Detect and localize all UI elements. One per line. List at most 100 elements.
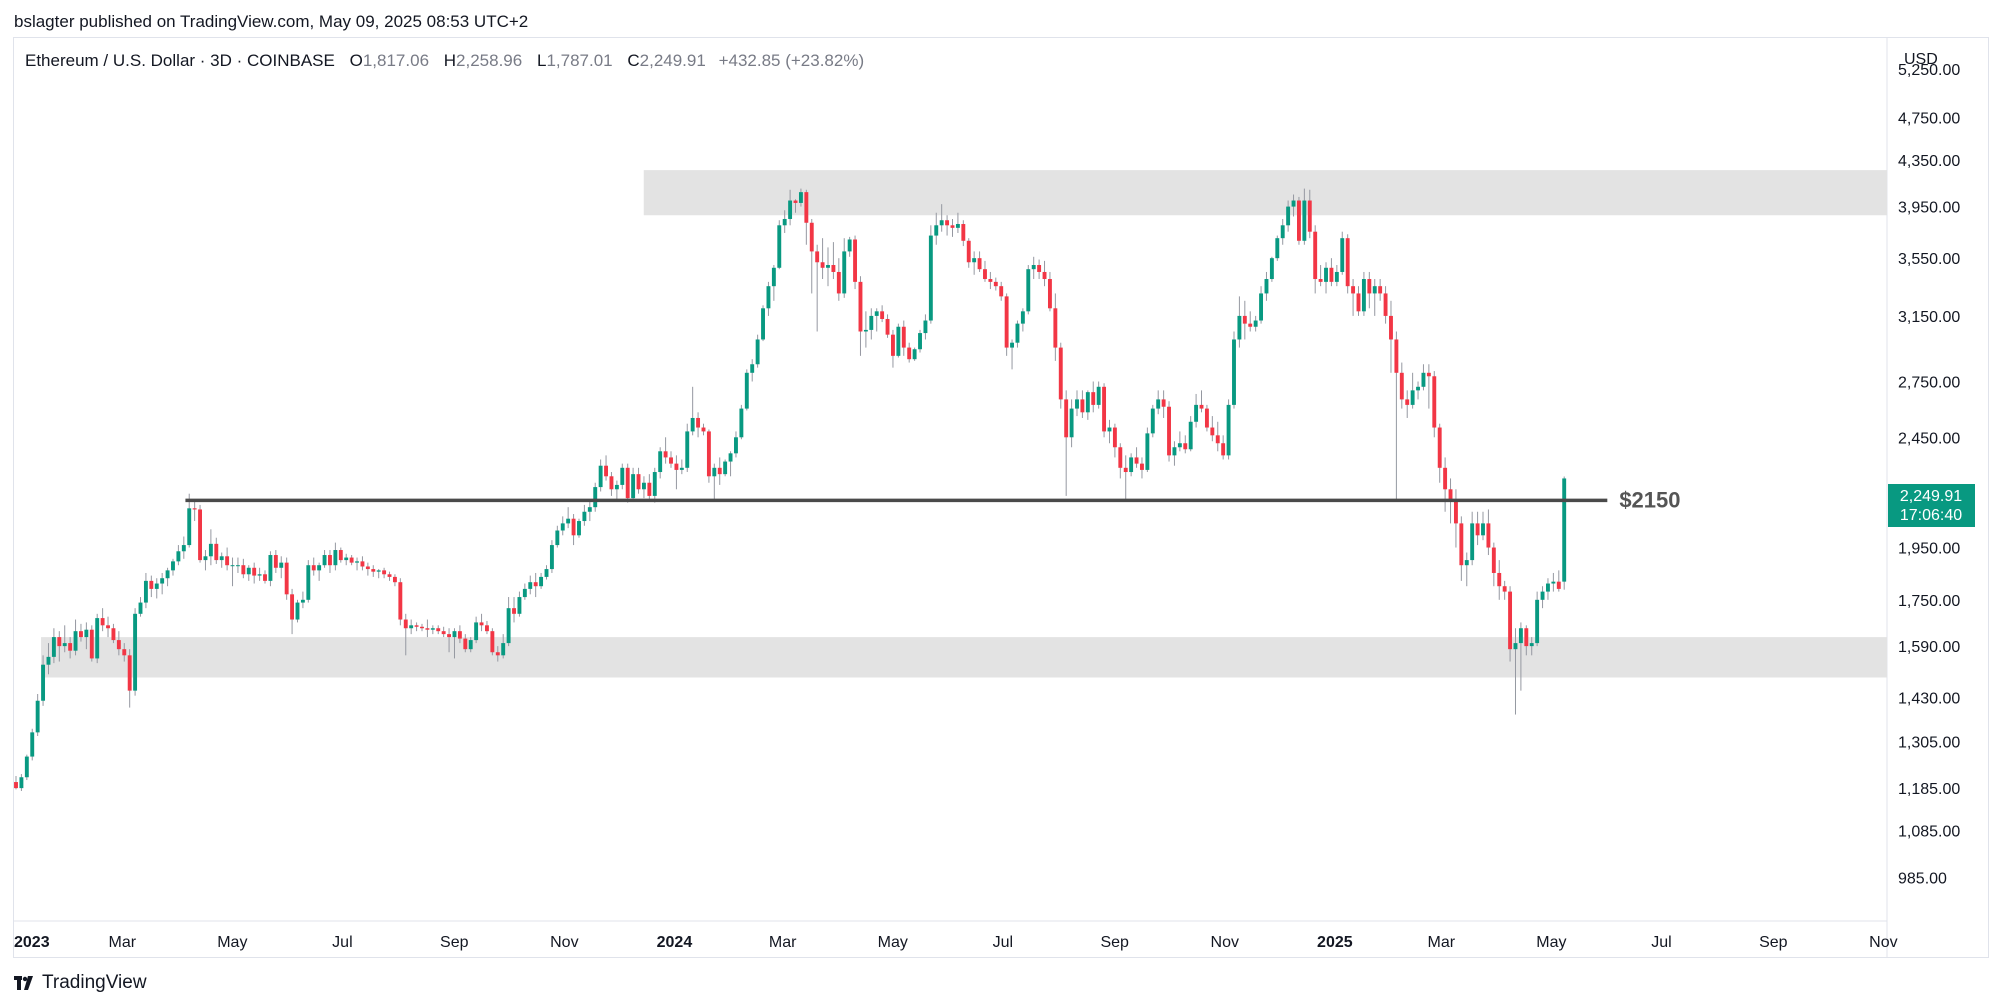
candle-body: [522, 588, 527, 598]
candle-body: [658, 451, 663, 473]
candle-body: [863, 329, 868, 332]
candle: [1237, 296, 1242, 348]
candle-body: [1259, 293, 1264, 321]
candle-body: [939, 220, 944, 226]
candle-body: [983, 269, 987, 280]
candle: [961, 220, 966, 247]
price-axis[interactable]: 985.00 1,085.00 1,185.00 1,305.00 1,430.00 1,…: [1898, 62, 1960, 887]
candle-body: [544, 569, 549, 577]
candle-body: [1372, 286, 1377, 294]
candle-body: [744, 372, 749, 409]
candle: [1453, 489, 1458, 548]
candle: [89, 625, 94, 662]
candle: [1161, 390, 1166, 418]
candle-body: [701, 427, 706, 432]
candle: [360, 556, 365, 571]
candle-body: [1286, 206, 1291, 226]
candle: [1508, 586, 1513, 662]
candle: [235, 557, 240, 573]
candle-body: [798, 192, 803, 203]
candle: [1210, 416, 1215, 442]
candle: [761, 305, 765, 342]
candle-body: [1340, 238, 1345, 272]
candle: [1102, 383, 1107, 438]
candle: [533, 572, 538, 598]
candle-body: [831, 265, 836, 272]
candle-body: [403, 619, 408, 629]
candle-body: [1145, 433, 1150, 470]
candle: [1302, 188, 1307, 245]
candle-body: [1253, 320, 1258, 327]
candle: [485, 620, 489, 635]
candle-body: [1470, 523, 1475, 561]
candle-body: [149, 580, 154, 589]
candle-body: [1334, 271, 1339, 282]
candle: [1410, 372, 1415, 409]
candle: [1356, 286, 1361, 316]
x-tick-label: 2025: [1317, 934, 1353, 951]
candle: [1546, 578, 1550, 600]
candle-body: [398, 582, 403, 620]
candle: [241, 558, 246, 579]
candle: [46, 643, 51, 675]
candle-body: [1356, 293, 1361, 312]
y-tick-label: 2,750.00: [1898, 374, 1960, 391]
candle-body: [571, 518, 576, 536]
last-price-badge: [1888, 484, 1975, 527]
candle: [582, 504, 587, 526]
candle: [885, 314, 890, 338]
candle-body: [1297, 200, 1301, 241]
candle-body: [977, 258, 982, 270]
candle: [84, 622, 89, 650]
x-tick-label: Sep: [440, 934, 469, 951]
symbol-title[interactable]: Ethereum / U.S. Dollar · 3D · COINBASE: [25, 51, 335, 70]
candle-body: [1367, 279, 1372, 294]
candle: [127, 649, 132, 708]
x-tick-label: Mar: [108, 934, 136, 951]
candle: [51, 628, 56, 664]
candle-body: [1508, 591, 1513, 650]
candle-body: [333, 550, 338, 566]
candle-body: [690, 417, 695, 432]
level-label: $2150: [1619, 487, 1680, 512]
candle-body: [739, 408, 744, 438]
candle: [528, 575, 533, 595]
currency-selector[interactable]: USD: [1904, 51, 1938, 68]
candle: [880, 305, 885, 323]
x-tick-label: Nov: [550, 934, 578, 951]
time-axis[interactable]: 2023 Mar May Jul Sep Nov 2024 Mar May Jul Sep Nov 20…: [14, 934, 1898, 951]
candle-body: [766, 286, 771, 309]
candle: [198, 504, 203, 563]
candle-body: [945, 220, 950, 226]
candle: [295, 599, 300, 623]
candle: [333, 542, 338, 571]
candle: [685, 423, 690, 473]
candle-body: [360, 561, 365, 567]
x-tick-label: 2024: [657, 934, 693, 951]
candle-body: [533, 582, 538, 587]
tradingview-logo-text: TradingView: [42, 972, 147, 993]
candle: [1529, 637, 1534, 656]
candle: [203, 550, 208, 571]
candle: [1367, 271, 1372, 309]
candle: [522, 583, 527, 600]
candle: [1399, 362, 1404, 409]
candle-body: [771, 267, 776, 287]
candle: [766, 281, 771, 316]
candle-body: [14, 782, 18, 789]
candle: [815, 244, 820, 332]
tradingview-logo[interactable]: TradingView: [14, 972, 147, 994]
candle-body: [1221, 443, 1226, 456]
candle-body: [1085, 392, 1090, 413]
candle-body: [1053, 308, 1058, 348]
candle: [257, 567, 262, 581]
candle: [1112, 423, 1117, 458]
candle-body: [328, 555, 332, 566]
candle-body: [788, 200, 793, 219]
candle-body: [809, 222, 814, 252]
candle-body: [41, 664, 46, 701]
x-tick-label: Mar: [769, 934, 797, 951]
candle-body: [1091, 392, 1096, 405]
candle: [1437, 423, 1442, 483]
